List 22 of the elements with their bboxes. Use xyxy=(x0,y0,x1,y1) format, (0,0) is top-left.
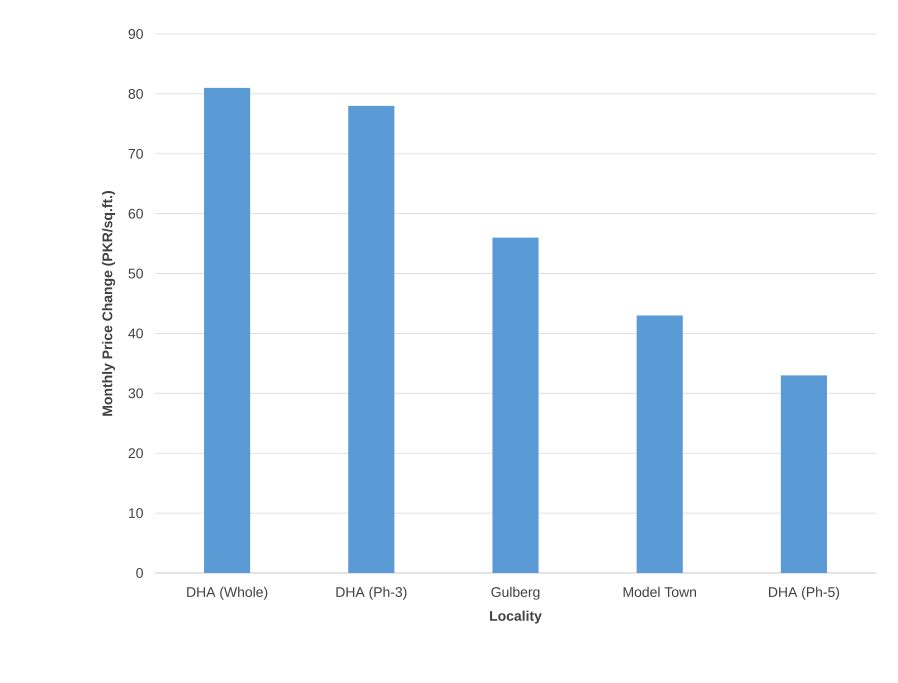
y-tick-label: 90 xyxy=(128,29,143,39)
y-tick-label: 60 xyxy=(128,208,143,219)
x-tick-label: Gulberg xyxy=(491,586,540,600)
y-tick-label: 70 xyxy=(128,148,143,159)
bar xyxy=(492,238,539,573)
bar xyxy=(348,106,394,573)
bar xyxy=(204,88,250,573)
bar xyxy=(636,315,683,573)
y-tick-label: 80 xyxy=(128,88,143,99)
x-tick-label: DHA (Ph-5) xyxy=(769,586,840,600)
y-tick-label: 0 xyxy=(136,568,143,578)
y-tick-label: 50 xyxy=(128,268,143,278)
bar xyxy=(780,375,827,573)
y-tick-label: 10 xyxy=(129,508,143,518)
x-tick-label: DHA (Whole) xyxy=(187,586,268,600)
x-axis-title: Locality xyxy=(490,610,542,624)
x-tick-label: DHA (Ph-3) xyxy=(336,586,406,600)
y-axis-title: Monthly Price Change (PKR/sq.ft.) xyxy=(102,191,116,416)
y-tick-label: 40 xyxy=(128,328,143,338)
x-tick-label: Model Town xyxy=(624,586,696,598)
y-tick-label: 20 xyxy=(128,448,143,458)
y-tick-label: 30 xyxy=(128,388,143,398)
